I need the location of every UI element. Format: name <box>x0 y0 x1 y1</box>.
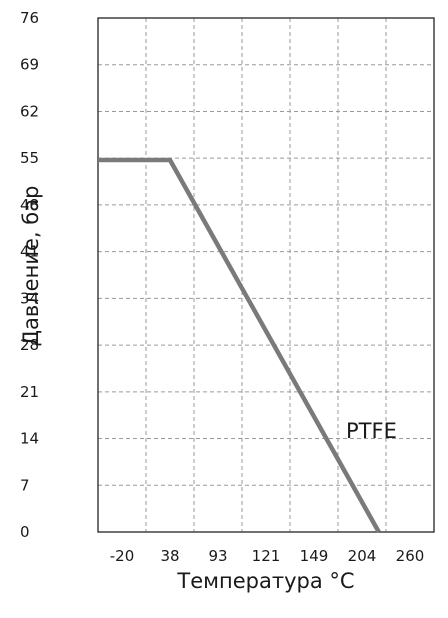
y-tick-label: 0 <box>20 523 30 541</box>
y-tick-label: 76 <box>20 9 39 27</box>
y-tick-label: 55 <box>20 149 39 167</box>
y-axis-title: Давление, бар <box>19 186 43 347</box>
y-tick-label: 21 <box>20 383 39 401</box>
y-tick-labels: 0 7 14 21 28 34 41 48 55 62 69 76 <box>20 9 39 541</box>
plot-background <box>98 18 434 532</box>
x-tick-labels: -20 38 93 121 149 204 260 <box>110 547 425 565</box>
grid <box>98 18 434 532</box>
series-layer <box>98 157 381 534</box>
plot-frame <box>97 17 435 533</box>
y-tick-label: 69 <box>20 56 39 74</box>
x-axis-title: Температура °C <box>176 569 354 593</box>
y-tick-label: 34 <box>20 289 39 307</box>
x-tick-label: 260 <box>396 547 425 565</box>
y-tick-label: 48 <box>20 196 39 214</box>
y-tick-label: 62 <box>20 102 39 120</box>
x-tick-label: 204 <box>348 547 377 565</box>
series-label-ptfe: PTFE <box>346 419 397 443</box>
y-tick-label: 14 <box>20 430 39 448</box>
y-tick-label: 28 <box>20 336 39 354</box>
y-tick-label: 41 <box>20 243 39 261</box>
series-line-ptfe <box>98 157 381 534</box>
x-tick-label: 121 <box>252 547 281 565</box>
x-tick-label: -20 <box>110 547 135 565</box>
x-tick-label: 93 <box>208 547 227 565</box>
y-tick-label: 7 <box>20 476 30 494</box>
x-tick-label: 149 <box>300 547 329 565</box>
x-tick-label: 38 <box>160 547 179 565</box>
